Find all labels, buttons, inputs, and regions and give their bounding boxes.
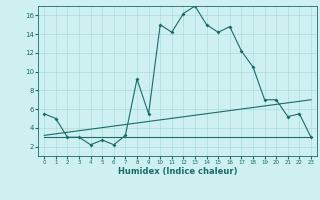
- X-axis label: Humidex (Indice chaleur): Humidex (Indice chaleur): [118, 167, 237, 176]
